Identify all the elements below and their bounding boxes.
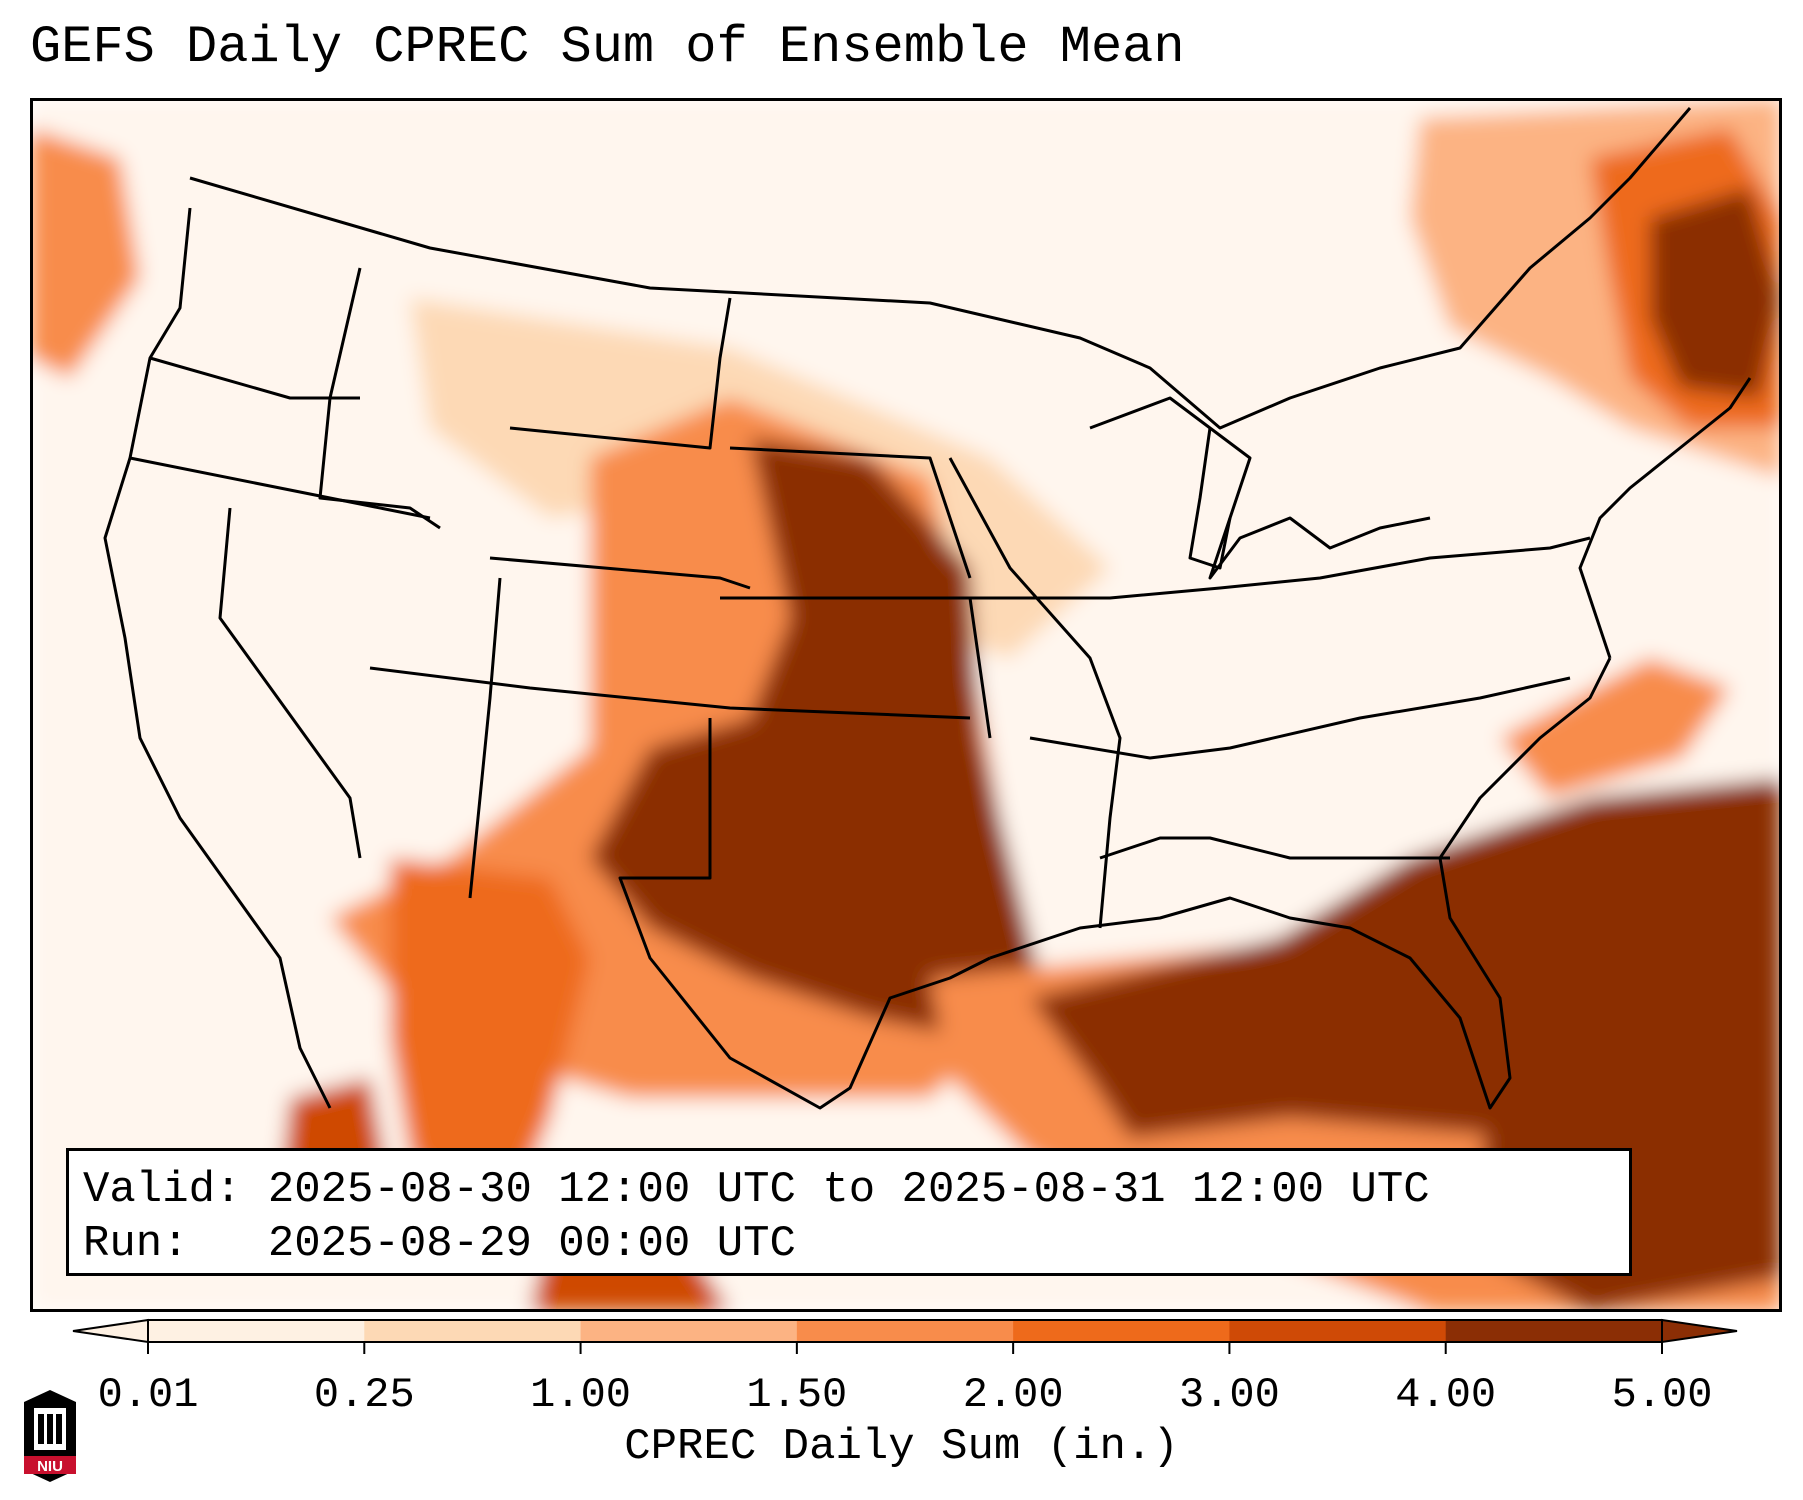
valid-run-info-box: Valid: 2025-08-30 12:00 UTC to 2025-08-3… [66,1148,1632,1276]
run-value: 2025-08-29 00:00 UTC [268,1219,796,1269]
colorbar-tick-label: 3.00 [1179,1371,1280,1419]
colorbar-swatch [1446,1320,1663,1342]
colorbar-swatches [73,1320,1737,1342]
colorbar-label: CPREC Daily Sum (in.) [0,1422,1803,1472]
colorbar-swatch [148,1320,365,1342]
niu-logo: NIU [20,1388,80,1484]
colorbar-extend-low [73,1320,148,1342]
colorbar-tick-label: 1.00 [530,1371,631,1419]
colorbar-swatch [364,1320,581,1342]
colorbar-tick-label: 2.00 [963,1371,1064,1419]
colorbar-extend-high [1662,1320,1737,1342]
colorbar-ticks: 0.01 0.25 1.00 1.50 2.00 3.00 4.00 5.00 [98,1342,1713,1419]
colorbar-tick-label: 4.00 [1395,1371,1496,1419]
valid-label: Valid: [83,1165,241,1215]
colorbar-swatch [1229,1320,1446,1342]
colorbar-tick-label: 5.00 [1612,1371,1713,1419]
logo-text: NIU [37,1458,63,1475]
valid-value: 2025-08-30 12:00 UTC to 2025-08-31 12:00… [268,1165,1430,1215]
chart-title: GEFS Daily CPREC Sum of Ensemble Mean [30,18,1185,77]
colorbar-tick-label: 1.50 [746,1371,847,1419]
run-label: Run: [83,1219,189,1269]
colorbar-tick-label: 0.25 [314,1371,415,1419]
colorbar-swatch [581,1320,798,1342]
precipitation-map [30,98,1782,1312]
colorbar-tick-label: 0.01 [98,1371,199,1419]
colorbar-swatch [797,1320,1014,1342]
colorbar-swatch [1013,1320,1230,1342]
colorbar: 0.01 0.25 1.00 1.50 2.00 3.00 4.00 5.00 [0,1310,1803,1420]
